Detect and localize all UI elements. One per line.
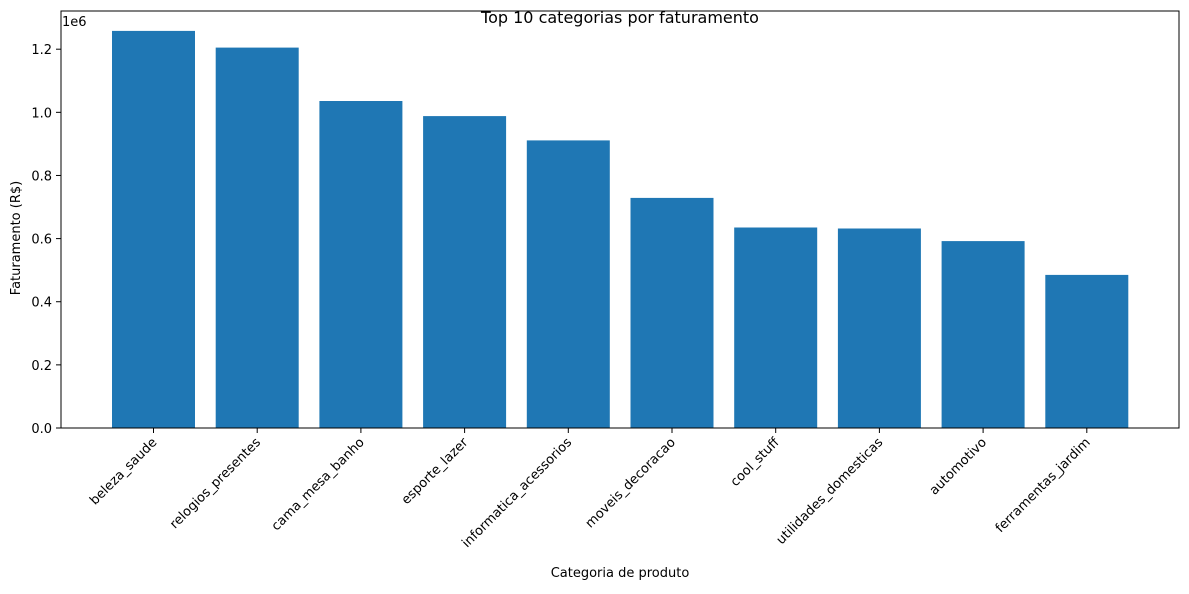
- x-tick-label: automotivo: [927, 435, 990, 498]
- y-tick-label: 0.8: [31, 169, 52, 184]
- bar-automotivo: [941, 241, 1025, 428]
- x-tick-label: informatica_acessorios: [459, 435, 575, 551]
- x-axis-ticks: beleza_saude relogios_presentes cama_mesa_…: [87, 428, 1094, 551]
- y-tick-label: 0.4: [31, 296, 52, 311]
- x-axis-label: Categoria de produto: [551, 566, 690, 581]
- y-axis-label: Faturamento (R$): [9, 181, 24, 295]
- chart-title: Top 10 categorias por faturamento: [480, 8, 759, 27]
- bar-moveis_decoracao: [630, 197, 714, 428]
- y-tick-label: 1.2: [31, 43, 52, 58]
- bars-group: [112, 30, 1129, 429]
- bar-cama_mesa_banho: [319, 101, 403, 428]
- bar-beleza_saude: [112, 30, 195, 429]
- bar-esporte_lazer: [423, 116, 507, 428]
- x-tick-label: beleza_saude: [87, 435, 160, 508]
- y-axis-offset-label: 1e6: [62, 15, 87, 30]
- y-tick-label: 0.0: [31, 422, 52, 437]
- x-tick-label: ferramentas_jardim: [993, 435, 1094, 536]
- bar-informatica_acessorios: [526, 140, 610, 428]
- y-axis-ticks: 0.0 0.2 0.4 0.6 0.8 1.0 1.2: [31, 43, 61, 437]
- x-tick-label: cama_mesa_banho: [269, 435, 368, 534]
- x-tick-label: utilidades_domesticas: [774, 435, 887, 548]
- x-tick-label: relogios_presentes: [167, 435, 264, 532]
- bar-utilidades_domesticas: [837, 228, 921, 428]
- bar-cool_stuff: [734, 227, 818, 428]
- y-tick-label: 1.0: [31, 106, 52, 121]
- x-tick-label: moveis_decoracao: [583, 435, 679, 531]
- bar-relogios_presentes: [215, 47, 299, 428]
- bar-ferramentas_jardim: [1045, 274, 1129, 428]
- plot-frame: [60, 10, 1180, 429]
- y-tick-label: 0.6: [31, 233, 52, 248]
- x-tick-label: esporte_lazer: [399, 435, 472, 508]
- y-tick-label: 0.2: [31, 359, 52, 374]
- x-tick-label: cool_stuff: [728, 434, 783, 489]
